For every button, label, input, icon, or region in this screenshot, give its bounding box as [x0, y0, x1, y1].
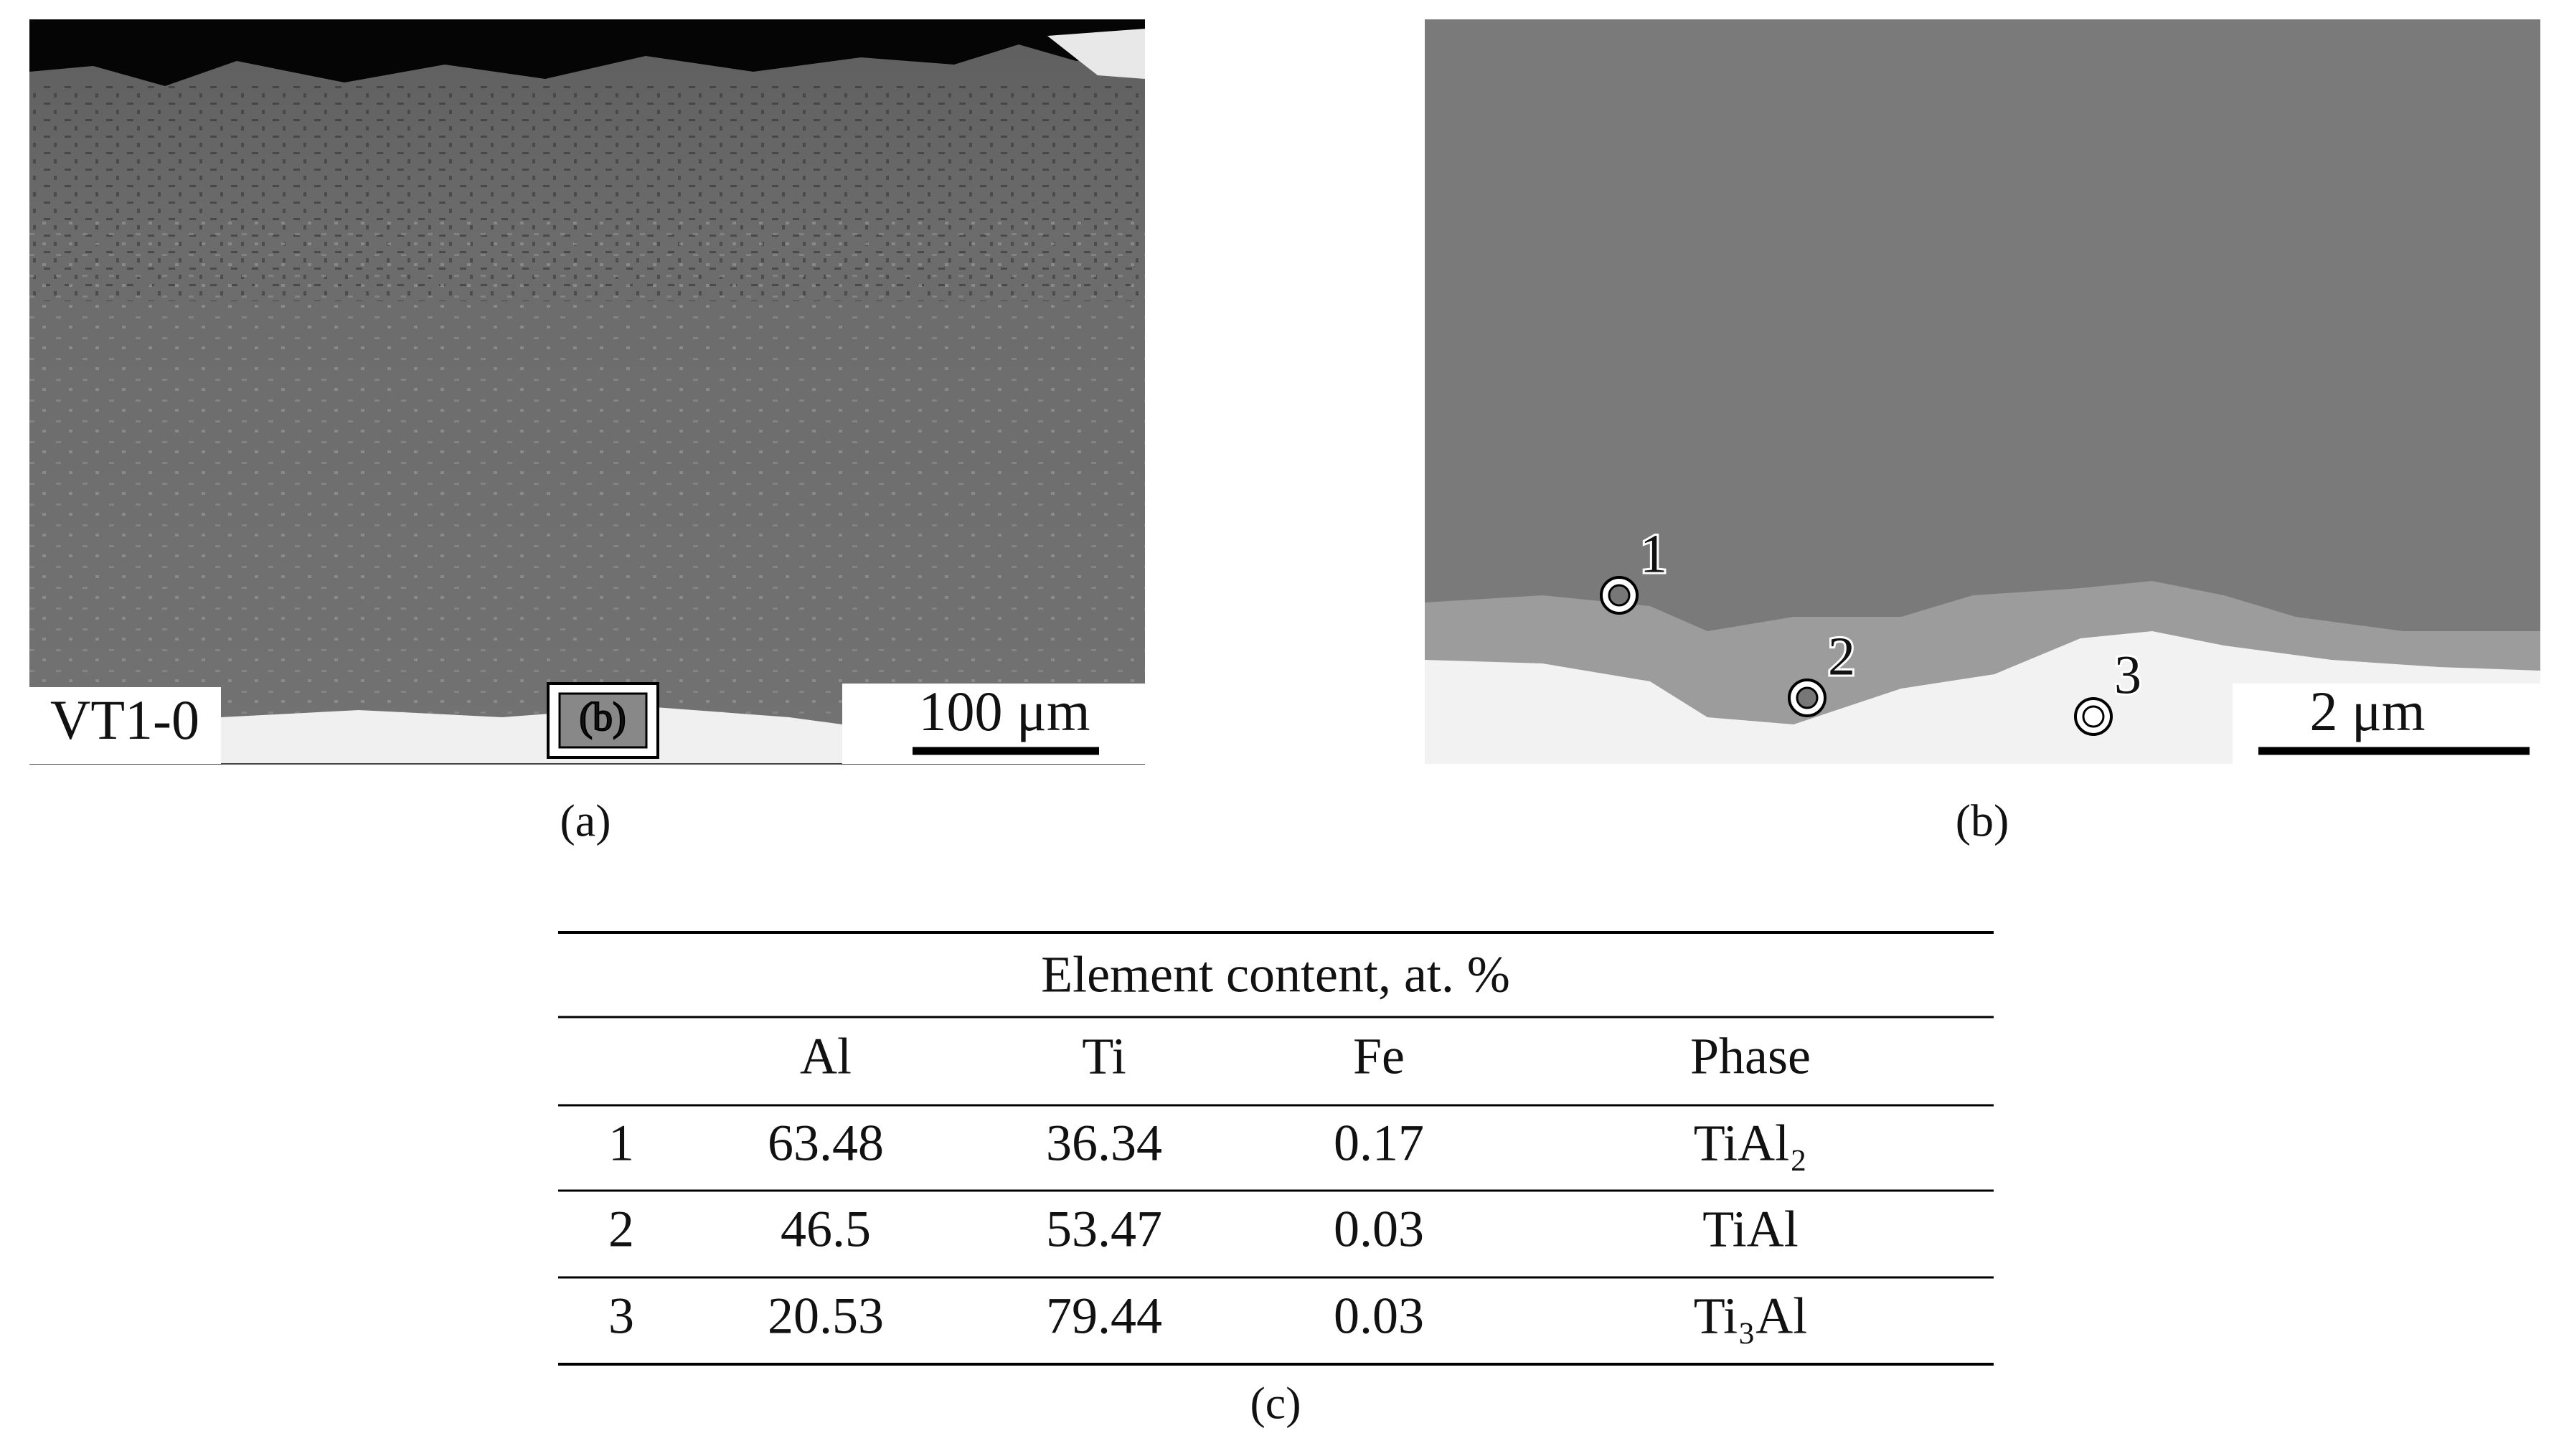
table-cell: TiAl — [1702, 1201, 1798, 1258]
table-title: Element content, at. % — [1041, 946, 1510, 1003]
inset-region — [558, 692, 648, 749]
point-label: 3 — [2114, 645, 2141, 705]
scale-bar-label: 100 μm — [919, 680, 1090, 742]
point-label: 2 — [1828, 626, 1855, 686]
table-cell: 46.5 — [781, 1201, 871, 1258]
table-cell: 36.34 — [1046, 1115, 1162, 1172]
table-cell: 0.17 — [1334, 1115, 1424, 1172]
sem-image-b — [1425, 19, 2540, 764]
table-cell: TiAl₂ — [1694, 1115, 1808, 1172]
caption-a: (a) — [560, 795, 611, 846]
column-header: Phase — [1690, 1028, 1811, 1085]
column-header: Al — [800, 1028, 852, 1085]
table-cell: 53.47 — [1046, 1201, 1162, 1258]
column-header: Ti — [1082, 1028, 1126, 1085]
sample-label: VT1-0 — [50, 689, 199, 751]
table-cell: Ti₃Al — [1694, 1287, 1808, 1345]
caption-b: (b) — [1956, 795, 2009, 846]
inset-label: (b) — [579, 695, 626, 739]
table-cell: 79.44 — [1046, 1287, 1162, 1345]
table-cell: 63.48 — [768, 1115, 884, 1172]
point-dot — [1796, 686, 1819, 709]
measurement-points: 1 2 3 — [1600, 521, 2144, 736]
table-cell: 20.53 — [768, 1287, 884, 1345]
point-dot — [1608, 584, 1631, 607]
table-cell: 0.03 — [1334, 1201, 1424, 1258]
caption-c: (c) — [1250, 1378, 1301, 1429]
table-cell: 3 — [608, 1287, 634, 1345]
sem-image-a — [29, 19, 1145, 765]
scale-bar-label: 2 μm — [2310, 680, 2426, 742]
table-cell: 1 — [608, 1115, 634, 1172]
point-label: 1 — [1640, 524, 1667, 584]
table-cell: 0.03 — [1334, 1287, 1424, 1345]
table-cell: 2 — [608, 1201, 634, 1258]
table: Element content, at. % Al Ti Fe Phase 1 63.48… — [558, 931, 1994, 1366]
point-dot — [2082, 705, 2105, 728]
label-box — [29, 687, 221, 764]
column-header: Fe — [1353, 1028, 1405, 1085]
